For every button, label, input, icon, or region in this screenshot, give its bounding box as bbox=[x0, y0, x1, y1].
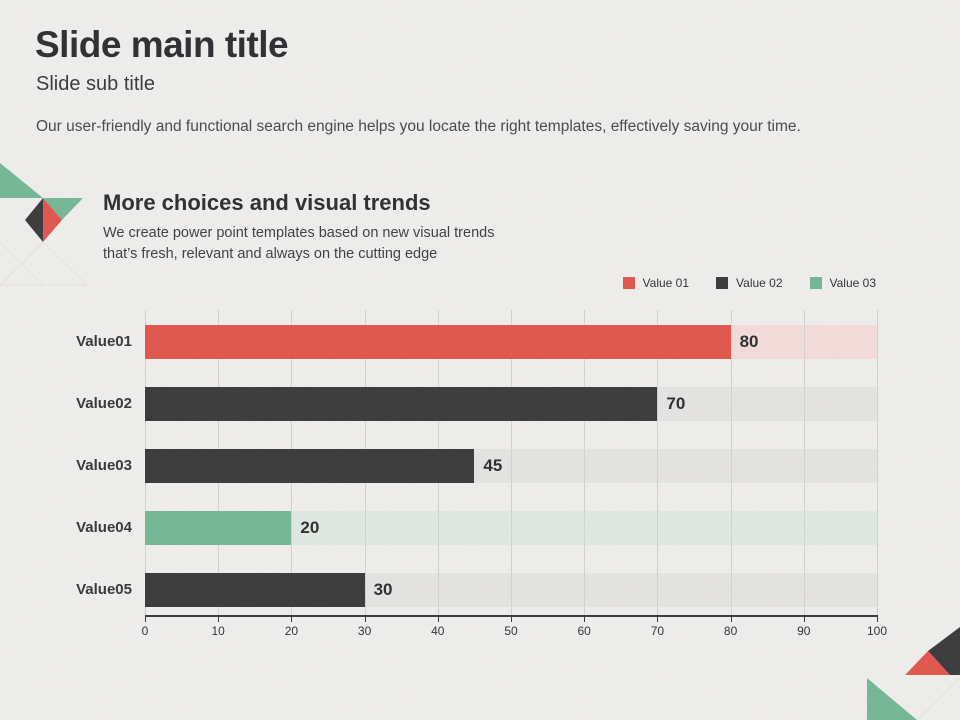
slide-subtitle: Slide sub title bbox=[36, 73, 155, 95]
bar-value01 bbox=[145, 325, 731, 359]
tick-mark bbox=[145, 615, 146, 622]
value-label: 80 bbox=[739, 332, 759, 351]
legend-label: Value 02 bbox=[736, 276, 783, 290]
tick-mark bbox=[877, 615, 878, 622]
slide-description: Our user-friendly and functional search … bbox=[36, 118, 801, 135]
gridline bbox=[730, 310, 732, 615]
section-heading: More choices and visual trends bbox=[103, 190, 431, 215]
bar-value03 bbox=[145, 449, 475, 483]
category-label: Value05 bbox=[76, 581, 132, 598]
tick-label: 0 bbox=[141, 624, 149, 638]
value-label: 70 bbox=[666, 394, 686, 413]
value-label: 20 bbox=[300, 518, 320, 537]
bar-value05 bbox=[145, 573, 365, 607]
slide-title: Slide main title bbox=[35, 24, 289, 65]
tick-mark bbox=[511, 615, 512, 622]
tick-mark bbox=[218, 615, 220, 622]
tick-mark bbox=[437, 615, 439, 622]
tick-mark bbox=[584, 615, 586, 622]
legend-label: Value 01 bbox=[642, 276, 690, 290]
legend-item-value01: Value 01 bbox=[622, 276, 690, 290]
legend-label: Value 03 bbox=[829, 276, 876, 290]
tick-label: 40 bbox=[431, 624, 445, 638]
legend-item-value02: Value 02 bbox=[716, 276, 783, 290]
tick-mark bbox=[291, 615, 293, 622]
section-body: We create power point templates based on… bbox=[103, 223, 494, 264]
value-label: 45 bbox=[483, 456, 503, 475]
bar-value04 bbox=[145, 511, 292, 545]
tick-label: 70 bbox=[650, 624, 665, 638]
section-body-line1: We create power point templates based on… bbox=[103, 225, 495, 241]
tick-mark bbox=[730, 615, 732, 622]
tick-label: 80 bbox=[723, 624, 738, 638]
tick-label: 50 bbox=[504, 624, 518, 638]
chart-legend: Value 01 Value 02 Value 03 bbox=[622, 276, 876, 290]
legend-swatch-dark-icon bbox=[716, 277, 729, 289]
value-label: 30 bbox=[373, 580, 393, 599]
tick-mark bbox=[803, 615, 805, 622]
legend-swatch-red-icon bbox=[622, 277, 635, 289]
category-label: Value02 bbox=[76, 395, 132, 412]
tick-label: 10 bbox=[211, 624, 225, 638]
legend-swatch-green-icon bbox=[809, 277, 822, 289]
gridline bbox=[877, 310, 878, 615]
bar-value02 bbox=[145, 387, 658, 421]
tick-label: 20 bbox=[284, 624, 299, 638]
tick-label: 30 bbox=[357, 624, 372, 638]
legend-item-value03: Value 03 bbox=[809, 276, 876, 290]
section-body-line2: that’s fresh, relevant and always on the… bbox=[103, 245, 438, 262]
category-label: Value01 bbox=[76, 333, 132, 350]
tick-label: 100 bbox=[866, 624, 888, 638]
category-label: Value03 bbox=[76, 457, 132, 474]
gridline bbox=[803, 310, 805, 615]
bar-chart: 80 70 45 20 30 0 10 20 30 40 50 60 70 80 90 100 bbox=[141, 310, 887, 645]
tick-mark bbox=[657, 615, 659, 622]
tick-mark bbox=[364, 615, 366, 622]
category-label: Value04 bbox=[76, 519, 132, 536]
tick-label: 60 bbox=[577, 624, 591, 638]
tick-label: 90 bbox=[797, 624, 811, 638]
